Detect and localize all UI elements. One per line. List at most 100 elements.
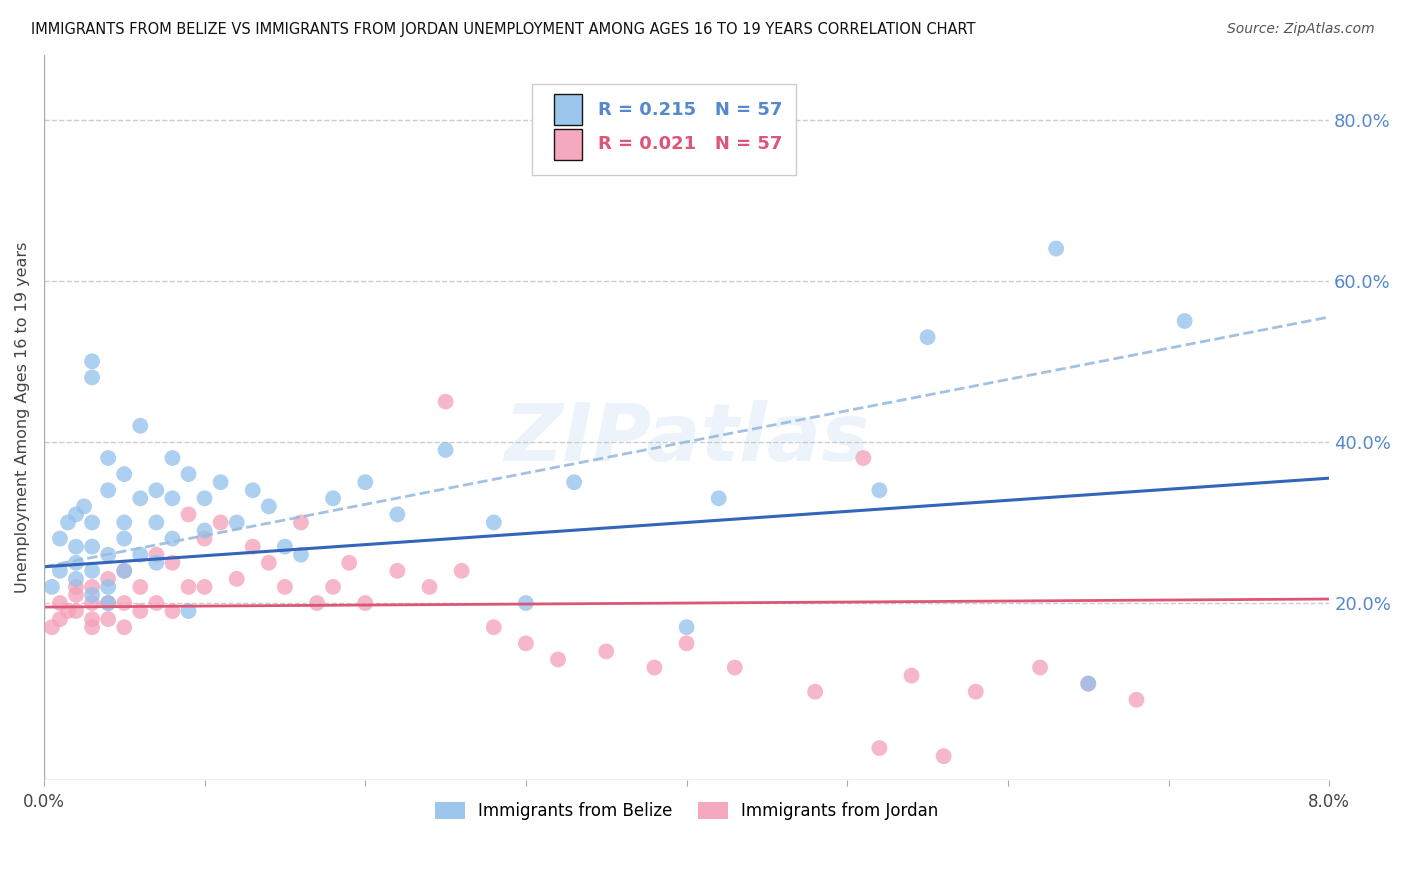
Text: R = 0.215   N = 57: R = 0.215 N = 57 — [598, 101, 782, 119]
Point — [434, 442, 457, 457]
Point — [177, 467, 200, 482]
Point — [354, 596, 377, 610]
Point — [49, 612, 72, 626]
Point — [900, 668, 922, 682]
Point — [80, 612, 103, 626]
Point — [257, 500, 280, 514]
Point — [145, 596, 167, 610]
Point — [1077, 676, 1099, 690]
Point — [145, 556, 167, 570]
FancyBboxPatch shape — [554, 129, 582, 160]
Text: Source: ZipAtlas.com: Source: ZipAtlas.com — [1227, 22, 1375, 37]
Point — [97, 548, 120, 562]
Point — [209, 475, 232, 490]
Point — [97, 612, 120, 626]
Point — [675, 620, 697, 634]
Point — [112, 596, 135, 610]
Point — [193, 532, 215, 546]
Point — [80, 516, 103, 530]
Point — [145, 483, 167, 498]
Point — [129, 604, 152, 618]
Point — [193, 580, 215, 594]
Point — [162, 532, 184, 546]
Point — [595, 644, 617, 658]
Point — [274, 540, 297, 554]
Point — [162, 450, 184, 465]
Point — [515, 636, 537, 650]
Point — [97, 580, 120, 594]
Point — [965, 684, 987, 698]
Point — [112, 532, 135, 546]
Point — [193, 491, 215, 506]
Point — [80, 580, 103, 594]
Point — [804, 684, 827, 698]
Point — [65, 604, 87, 618]
Point — [162, 556, 184, 570]
Point — [112, 564, 135, 578]
Point — [354, 475, 377, 490]
Point — [450, 564, 472, 578]
Point — [242, 483, 264, 498]
Point — [73, 500, 96, 514]
Point — [418, 580, 440, 594]
Legend: Immigrants from Belize, Immigrants from Jordan: Immigrants from Belize, Immigrants from … — [429, 795, 945, 826]
Point — [41, 620, 63, 634]
Point — [112, 620, 135, 634]
Point — [434, 394, 457, 409]
Point — [97, 483, 120, 498]
Point — [1174, 314, 1197, 328]
Point — [97, 596, 120, 610]
Point — [290, 516, 312, 530]
Point — [80, 588, 103, 602]
Point — [112, 564, 135, 578]
Point — [643, 660, 665, 674]
Point — [145, 516, 167, 530]
Point — [225, 572, 247, 586]
Point — [65, 556, 87, 570]
Point — [1125, 692, 1147, 706]
Point — [177, 604, 200, 618]
Point — [112, 516, 135, 530]
Point — [65, 572, 87, 586]
Point — [274, 580, 297, 594]
Point — [1077, 676, 1099, 690]
Point — [482, 516, 505, 530]
Point — [675, 636, 697, 650]
Point — [387, 564, 409, 578]
Point — [257, 556, 280, 570]
Text: R = 0.021   N = 57: R = 0.021 N = 57 — [598, 136, 782, 153]
Point — [65, 580, 87, 594]
Point — [322, 580, 344, 594]
Point — [225, 516, 247, 530]
Point — [129, 580, 152, 594]
Point — [562, 475, 585, 490]
Point — [80, 354, 103, 368]
FancyBboxPatch shape — [533, 84, 796, 175]
FancyBboxPatch shape — [554, 95, 582, 125]
Point — [852, 450, 875, 465]
Point — [56, 604, 79, 618]
Point — [290, 548, 312, 562]
Point — [707, 491, 730, 506]
Point — [80, 540, 103, 554]
Point — [337, 556, 360, 570]
Point — [65, 540, 87, 554]
Point — [1045, 242, 1067, 256]
Point — [209, 516, 232, 530]
Point — [1029, 660, 1052, 674]
Point — [49, 564, 72, 578]
Y-axis label: Unemployment Among Ages 16 to 19 years: Unemployment Among Ages 16 to 19 years — [15, 242, 30, 593]
Text: IMMIGRANTS FROM BELIZE VS IMMIGRANTS FROM JORDAN UNEMPLOYMENT AMONG AGES 16 TO 1: IMMIGRANTS FROM BELIZE VS IMMIGRANTS FRO… — [31, 22, 976, 37]
Point — [65, 588, 87, 602]
Point — [868, 483, 890, 498]
Point — [724, 660, 747, 674]
Point — [49, 532, 72, 546]
Point — [387, 508, 409, 522]
Text: ZIPatlas: ZIPatlas — [505, 401, 869, 478]
Point — [97, 572, 120, 586]
Point — [56, 516, 79, 530]
Point — [547, 652, 569, 666]
Point — [41, 580, 63, 594]
Point — [97, 450, 120, 465]
Point — [80, 370, 103, 384]
